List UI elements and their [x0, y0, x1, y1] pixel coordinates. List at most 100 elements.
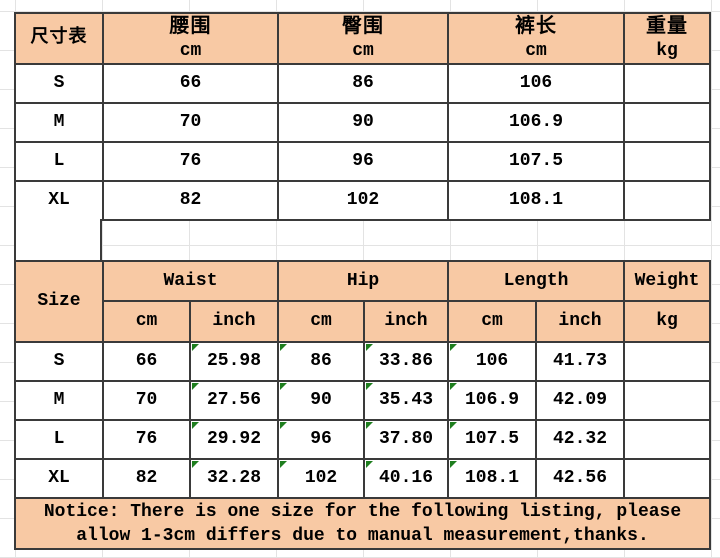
cell-value: 32.28 [207, 468, 262, 489]
notice-line-1: Notice: There is one size for the follow… [43, 501, 682, 522]
data-cell: 82 [102, 180, 279, 221]
cell-value: 90 [310, 390, 332, 411]
cell-value: 108.1 [465, 468, 520, 489]
cell-error-indicator-icon [450, 422, 458, 429]
cell-error-indicator-icon [192, 461, 199, 468]
cell-value: 102 [304, 468, 338, 489]
column-title: 臀围 [342, 15, 384, 39]
unit-cell: cm [102, 300, 191, 343]
data-cell: 86 [277, 341, 366, 382]
data-cell: 35.43 [363, 380, 450, 421]
size-label-cell: L [14, 141, 104, 182]
table-row: L 76 96 107.5 [14, 141, 711, 182]
data-cell: 107.5 [447, 419, 538, 460]
cell-value: 29.92 [207, 429, 262, 450]
data-cell: 66 [102, 341, 191, 382]
cell-error-indicator-icon [450, 383, 458, 390]
unit-cell: inch [363, 300, 450, 343]
en-corner-cell: Size [14, 260, 104, 343]
cell-error-indicator-icon [280, 461, 288, 468]
cn-header-weight: 重量 kg [623, 12, 711, 65]
table-row: Size Waist Hip Length Weight [14, 260, 712, 343]
cell-error-indicator-icon [280, 344, 288, 351]
column-unit: cm [179, 40, 202, 61]
data-cell [623, 102, 711, 143]
data-cell: 42.09 [535, 380, 626, 421]
cell-value: 27.56 [207, 390, 262, 411]
data-cell: 90 [277, 102, 449, 143]
data-cell: 106.9 [447, 380, 538, 421]
column-unit: kg [656, 40, 678, 61]
data-cell [623, 341, 712, 382]
column-unit: cm [352, 40, 374, 61]
table-row: L 76 29.92 96 37.80 107.5 42.32 [14, 419, 712, 460]
data-cell: 108.1 [447, 180, 625, 221]
unit-cell: cm [277, 300, 366, 343]
cell-error-indicator-icon [366, 422, 374, 429]
data-cell: 76 [102, 419, 191, 460]
data-cell: 106 [447, 341, 538, 382]
data-cell: 29.92 [189, 419, 280, 460]
data-cell: 32.28 [189, 458, 280, 499]
table-row: XL 82 32.28 102 40.16 108.1 42.56 [14, 458, 712, 499]
data-cell [623, 419, 712, 460]
cell-value: 96 [310, 429, 332, 450]
size-label-cell: M [14, 380, 104, 421]
size-label-cell: XL [14, 458, 104, 499]
data-cell: 82 [102, 458, 191, 499]
notice-banner: Notice: There is one size for the follow… [13, 497, 712, 550]
cell-value: 33.86 [379, 351, 434, 372]
cell-error-indicator-icon [280, 383, 288, 390]
data-cell: 96 [277, 141, 449, 182]
en-header-weight: Weight [623, 260, 712, 302]
data-cell: 66 [102, 63, 279, 104]
data-cell: 106.9 [447, 102, 625, 143]
data-cell: 76 [102, 141, 279, 182]
data-cell [623, 458, 712, 499]
size-label-cell: XL [14, 180, 104, 221]
data-cell: 70 [102, 380, 191, 421]
size-label-cell: S [14, 341, 104, 382]
cell-error-indicator-icon [192, 383, 199, 390]
table-row: cm inch cm inch cm inch kg [15, 300, 712, 343]
size-label-cell: S [14, 63, 104, 104]
data-cell [623, 180, 711, 221]
data-cell: 40.16 [363, 458, 450, 499]
size-label-cell: L [14, 419, 104, 460]
column-unit: cm [525, 40, 547, 61]
cell-value: 106 [475, 351, 509, 372]
data-cell: 33.86 [363, 341, 450, 382]
data-cell: 37.80 [363, 419, 450, 460]
column-title: 裤长 [515, 15, 557, 39]
cn-header-waist: 腰围 cm [102, 12, 279, 65]
cell-value: 106.9 [465, 390, 520, 411]
data-cell: 106 [447, 63, 625, 104]
data-cell: 102 [277, 458, 366, 499]
en-header-waist: Waist [101, 260, 280, 302]
data-cell: 25.98 [189, 341, 280, 382]
table-row: M 70 27.56 90 35.43 106.9 42.09 [14, 380, 712, 421]
cell-value: 86 [310, 351, 332, 372]
cell-value: 35.43 [379, 390, 434, 411]
data-cell: 70 [102, 102, 279, 143]
unit-cell: inch [189, 300, 280, 343]
cell-error-indicator-icon [450, 461, 458, 468]
en-header-length: Length [447, 260, 626, 302]
data-cell: 90 [277, 380, 366, 421]
cell-error-indicator-icon [450, 344, 458, 351]
data-cell: 42.32 [535, 419, 626, 460]
cn-corner-cell: 尺寸表 [14, 12, 104, 65]
data-cell: 96 [277, 419, 366, 460]
cell-error-indicator-icon [366, 461, 374, 468]
column-title: 重量 [646, 15, 688, 39]
data-cell: 86 [277, 63, 449, 104]
data-cell [623, 141, 711, 182]
cell-error-indicator-icon [366, 383, 374, 390]
cell-error-indicator-icon [192, 422, 199, 429]
unit-cell: kg [623, 300, 712, 343]
size-table-cn: 尺寸表 腰围 cm 臀围 cm 裤长 cm 重量 kg [14, 12, 711, 221]
size-table-en: Size Waist Hip Length Weight cm inch cm … [13, 260, 712, 550]
size-label-cell: M [14, 102, 104, 143]
cell-error-indicator-icon [192, 344, 199, 351]
